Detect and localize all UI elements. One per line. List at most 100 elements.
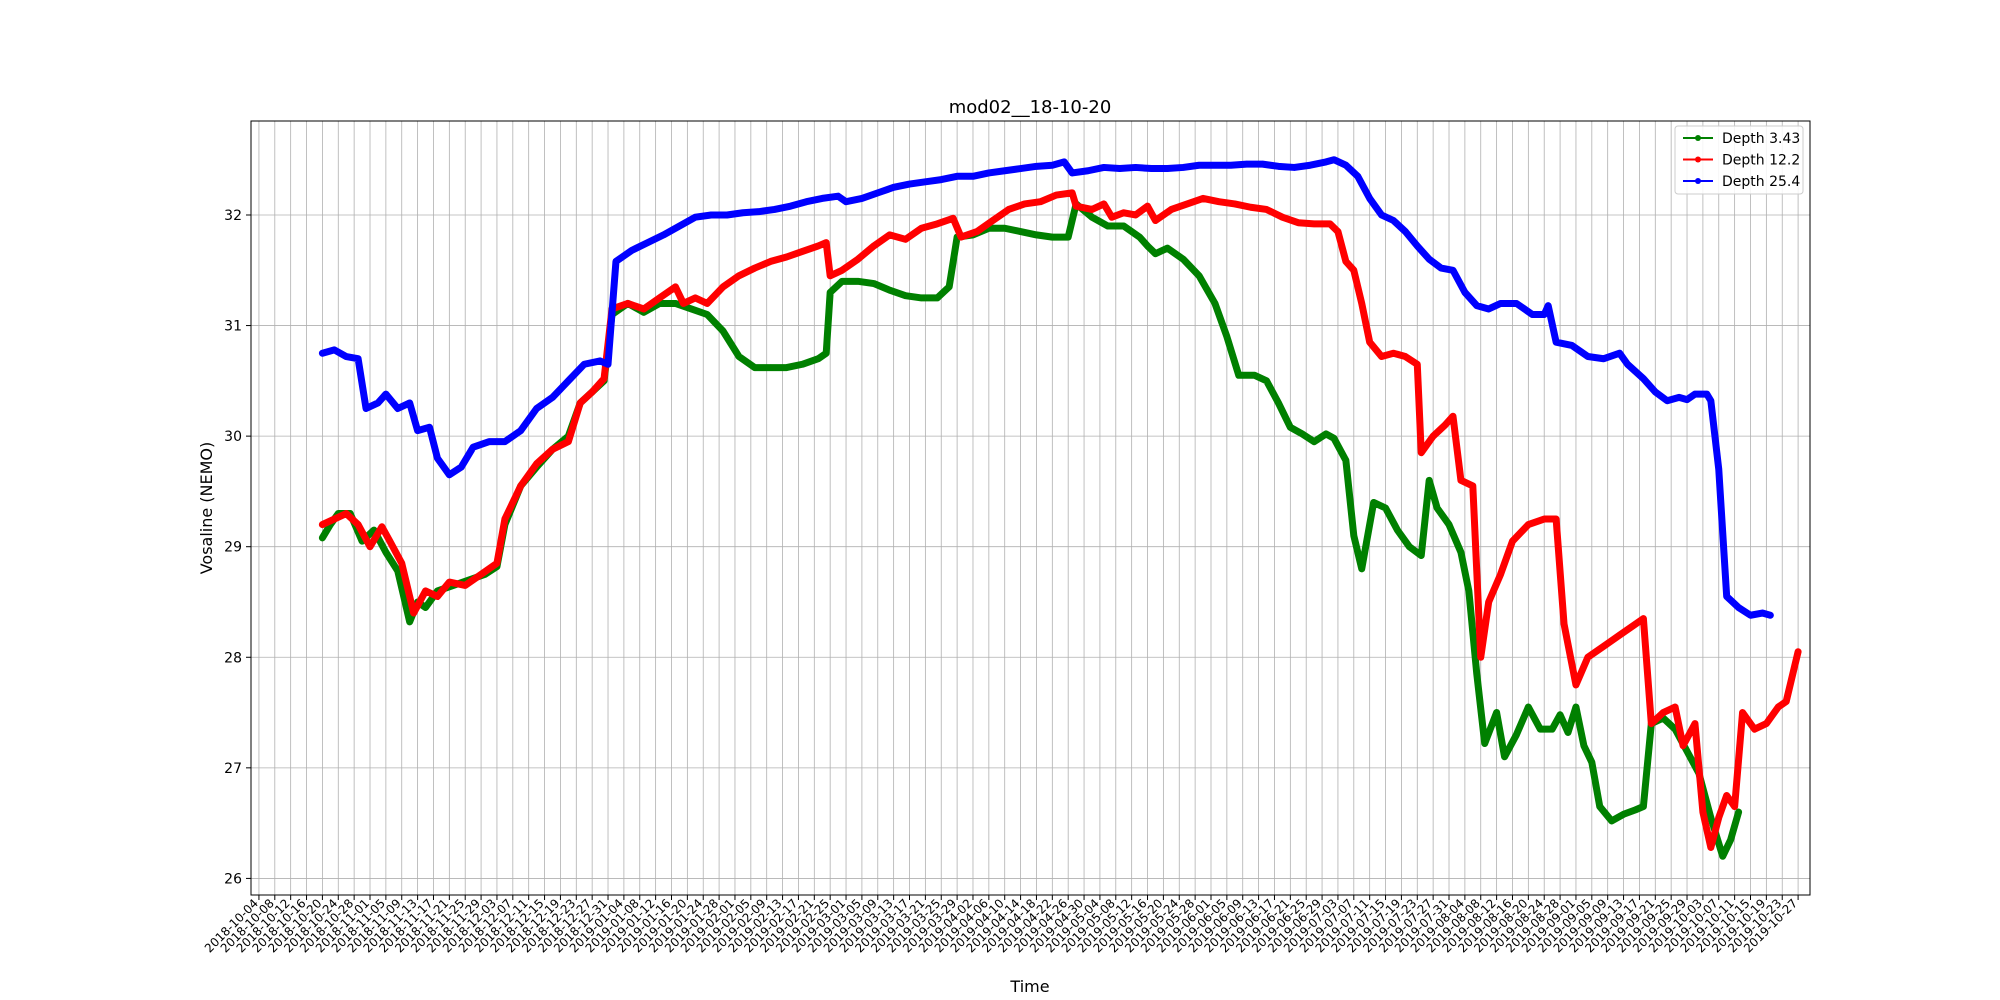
series-point-0: [1033, 231, 1040, 239]
y-tick-label: 28: [224, 650, 242, 666]
series-point-2: [1703, 390, 1711, 398]
series-point-1: [1132, 211, 1139, 219]
series-point-0: [1572, 703, 1580, 711]
series-point-1: [1457, 477, 1465, 484]
series-point-1: [501, 515, 509, 523]
series-point-0: [422, 604, 429, 611]
series-point-0: [1596, 803, 1603, 810]
series-point-1: [1183, 200, 1191, 208]
series-point-0: [1465, 587, 1473, 595]
series-point-2: [533, 405, 540, 412]
series-point-1: [1144, 202, 1151, 210]
series-point-2: [1402, 228, 1409, 235]
series-point-2: [565, 377, 572, 385]
series-point-2: [382, 390, 390, 398]
series-point-1: [854, 256, 862, 263]
series-point-2: [1306, 162, 1314, 169]
series-point-2: [1675, 394, 1683, 401]
series-point-1: [783, 253, 790, 261]
series-point-0: [1457, 549, 1465, 556]
series-point-1: [1088, 206, 1096, 213]
series-point-0: [1445, 521, 1453, 528]
series-point-2: [1437, 264, 1445, 272]
series-point-1: [386, 537, 394, 545]
series-point-1: [1584, 654, 1592, 661]
legend-label: Depth 12.2: [1722, 153, 1800, 169]
series-point-0: [1418, 552, 1425, 559]
series-point-0: [1501, 753, 1508, 760]
series-point-1: [378, 523, 386, 530]
series-point-0: [886, 286, 893, 294]
series-point-1: [886, 231, 893, 239]
series-point-1: [838, 267, 846, 274]
series-point-2: [739, 209, 747, 216]
series-point-0: [1481, 740, 1488, 747]
series-point-1: [1037, 198, 1044, 205]
series-point-1: [1469, 482, 1477, 490]
series-point-1: [1541, 515, 1548, 523]
series-point-1: [354, 521, 362, 528]
series-point-2: [1001, 167, 1008, 174]
series-point-2: [1425, 256, 1433, 263]
y-tick-label: 29: [224, 540, 242, 556]
legend-label: Depth 25.4: [1722, 174, 1800, 190]
series-point-2: [331, 346, 338, 354]
series-point-2: [1461, 289, 1469, 296]
series-point-0: [719, 327, 727, 335]
x-axis-label: Time: [1009, 977, 1049, 996]
series-point-0: [1719, 853, 1726, 860]
series-point-2: [1017, 165, 1024, 172]
series-point-0: [1104, 222, 1112, 230]
series-point-2: [707, 211, 715, 219]
series-point-2: [604, 361, 612, 368]
series-point-1: [735, 272, 743, 279]
series-point-2: [1243, 160, 1250, 168]
series-point-0: [1727, 836, 1734, 843]
series-point-1: [1005, 206, 1012, 213]
series-point-2: [953, 173, 961, 180]
series-point-2: [1747, 612, 1754, 619]
series-point-0: [1299, 430, 1306, 438]
series-point-1: [640, 305, 647, 313]
series-point-0: [902, 292, 909, 299]
series-point-0: [1580, 742, 1588, 749]
series-point-1: [1120, 209, 1127, 216]
series-point-2: [1195, 162, 1203, 169]
series-point-1: [343, 510, 350, 517]
series-point-1: [1775, 703, 1782, 711]
series-point-2: [1707, 397, 1715, 404]
series-point-2: [1061, 158, 1068, 166]
series-point-1: [1215, 198, 1223, 205]
series-point-0: [823, 350, 830, 357]
series-point-0: [1548, 725, 1556, 733]
series-point-0: [1525, 703, 1532, 711]
series-point-0: [1001, 225, 1008, 232]
series-point-2: [771, 206, 778, 213]
series-point-1: [1152, 217, 1159, 224]
series-point-0: [1537, 725, 1544, 733]
series-point-0: [1433, 504, 1441, 512]
series-point-2: [406, 399, 413, 407]
series-point-2: [319, 350, 326, 357]
series-point-2: [596, 357, 604, 365]
series-point-2: [394, 405, 401, 412]
series-point-1: [1572, 681, 1580, 689]
series-point-0: [1152, 250, 1159, 257]
series-point-0: [799, 361, 806, 368]
series-point-1: [1199, 195, 1207, 202]
series-point-0: [1406, 543, 1413, 550]
series-point-1: [1342, 258, 1350, 265]
series-point-2: [692, 214, 699, 221]
series-point-1: [565, 438, 572, 445]
series-point-1: [331, 515, 338, 523]
series-point-1: [1751, 725, 1758, 733]
series-point-1: [1108, 214, 1116, 221]
series-point-2: [1378, 211, 1385, 219]
series-point-2: [1513, 300, 1520, 307]
series-point-1: [477, 571, 485, 578]
series-point-1: [549, 446, 556, 453]
series-point-2: [446, 471, 453, 479]
series-point-1: [1648, 720, 1655, 727]
series-point-2: [1552, 338, 1560, 346]
